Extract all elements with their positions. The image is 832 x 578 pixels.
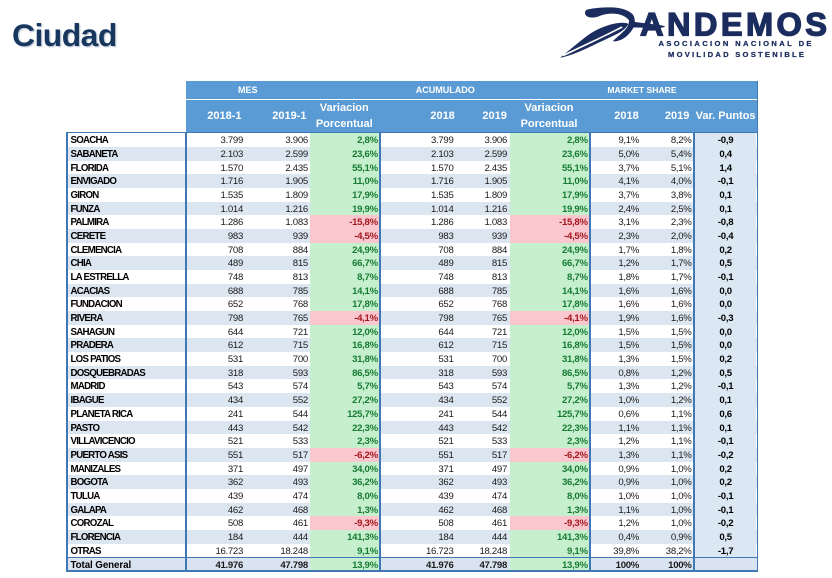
svg-text:ASOCIACION NACIONAL DE: ASOCIACION NACIONAL DE	[659, 39, 812, 48]
svg-text:ANDEMOS: ANDEMOS	[640, 5, 827, 42]
svg-text:MOVILIDAD SOSTENIBLE: MOVILIDAD SOSTENIBLE	[668, 50, 804, 59]
